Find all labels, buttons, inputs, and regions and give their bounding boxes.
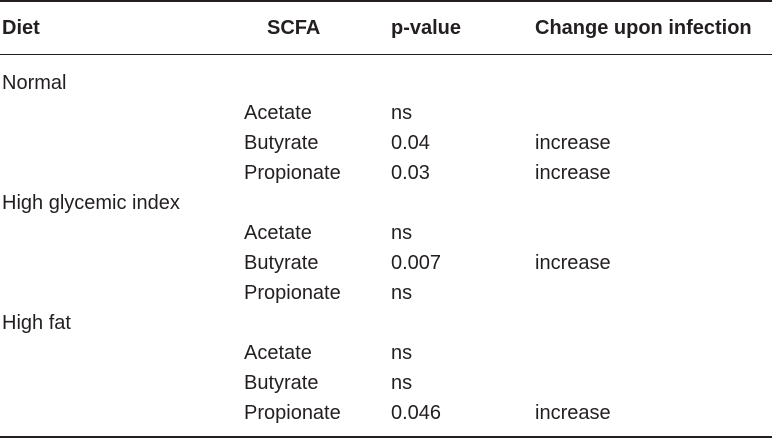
table-row: Propionate 0.046 increase — [0, 398, 772, 428]
group-row: High glycemic index — [0, 188, 772, 218]
scfa-cell: Propionate — [244, 402, 341, 424]
p-value-cell: 0.04 — [391, 132, 430, 154]
p-value-cell: 0.03 — [391, 162, 430, 184]
p-value-cell: 0.046 — [391, 402, 442, 424]
table-row: Butyrate ns — [0, 368, 772, 398]
scfa-cell: Butyrate — [244, 372, 319, 394]
header-change-upon-infection: Change upon infection — [535, 17, 752, 39]
diet-label: High fat — [2, 312, 71, 334]
scfa-cell: Acetate — [244, 222, 312, 244]
table-row: Acetate ns — [0, 218, 772, 248]
table-body: Normal Acetate ns Butyrate 0.04 increase… — [0, 68, 772, 428]
p-value-cell: ns — [391, 342, 413, 364]
scfa-cell: Propionate — [244, 282, 341, 304]
header-p-value: p-value — [391, 17, 462, 39]
table-bottom-rule — [0, 436, 772, 438]
p-value-cell: ns — [391, 222, 413, 244]
table-header-rule — [0, 54, 772, 55]
table-row: Acetate ns — [0, 98, 772, 128]
header-diet: Diet — [2, 17, 40, 39]
table-row: Propionate 0.03 increase — [0, 158, 772, 188]
diet-label: Normal — [2, 72, 67, 94]
table-row: Propionate ns — [0, 278, 772, 308]
group-row: Normal — [0, 68, 772, 98]
scfa-cell: Butyrate — [244, 252, 319, 274]
scfa-cell: Butyrate — [244, 132, 319, 154]
table-row: Butyrate 0.04 increase — [0, 128, 772, 158]
scfa-cell: Acetate — [244, 342, 312, 364]
p-value-cell: ns — [391, 372, 413, 394]
change-cell: increase — [535, 402, 611, 424]
table-top-rule — [0, 0, 772, 2]
p-value-cell: ns — [391, 102, 413, 124]
change-cell: increase — [535, 132, 611, 154]
table-row: Butyrate 0.007 increase — [0, 248, 772, 278]
group-row: High fat — [0, 308, 772, 338]
scfa-cell: Acetate — [244, 102, 312, 124]
scfa-cell: Propionate — [244, 162, 341, 184]
table-row: Acetate ns — [0, 338, 772, 368]
p-value-cell: 0.007 — [391, 252, 442, 274]
diet-label: High glycemic index — [2, 192, 180, 214]
header-scfa: SCFA — [267, 17, 321, 39]
change-cell: increase — [535, 162, 611, 184]
p-value-cell: ns — [391, 282, 413, 304]
table-header-row: Diet SCFA p-value Change upon infection — [0, 2, 772, 54]
change-cell: increase — [535, 252, 611, 274]
